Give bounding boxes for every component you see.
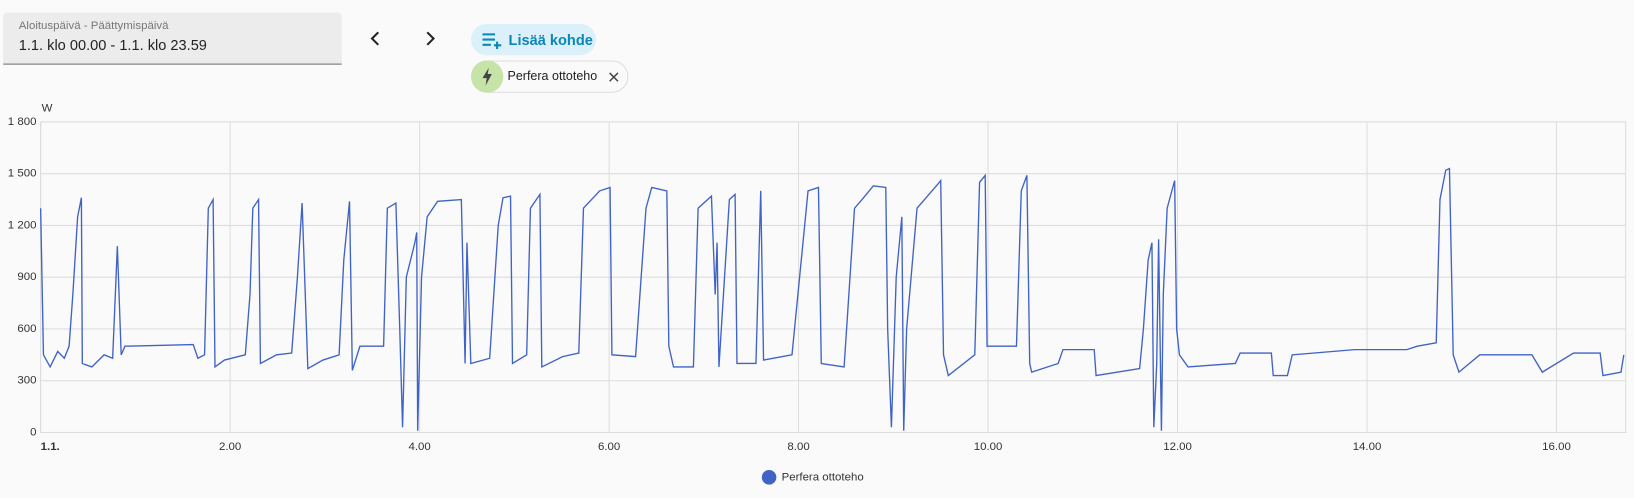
y-axis-label: W [42, 102, 53, 114]
x-tick-label: 4.00 [408, 441, 430, 453]
y-tick-label: 600 [17, 323, 36, 335]
date-value: 1.1. klo 00.00 - 1.1. klo 23.59 [18, 36, 207, 54]
y-tick-label: 900 [17, 271, 36, 283]
chip-icon [471, 60, 504, 93]
x-tick-label: 8.00 [787, 441, 809, 453]
series-line [39, 167, 1625, 431]
legend-marker [761, 469, 777, 485]
y-tick-label: 1 200 [8, 219, 37, 231]
y-tick-label: 0 [30, 427, 36, 439]
x-tick-label: 6.00 [598, 441, 620, 453]
add-icon [482, 33, 502, 49]
x-tick-label: 16.00 [1542, 441, 1571, 453]
x-tick-label: 12.00 [1163, 441, 1192, 453]
add-target-button[interactable]: Lisää kohde [471, 23, 597, 56]
entity-chip[interactable]: Perfera ottoteho [471, 60, 629, 93]
chip-label: Perfera ottoteho [507, 68, 598, 84]
x-tick-label: 10.00 [974, 441, 1003, 453]
next-button[interactable] [420, 28, 441, 49]
x-tick-label: 2.00 [219, 441, 241, 453]
prev-button[interactable] [365, 28, 386, 49]
x-tick-label: 1.1. [41, 441, 60, 453]
y-tick-label: 1 800 [8, 116, 37, 128]
add-button-label: Lisää kohde [508, 31, 593, 48]
chip-remove[interactable] [609, 72, 619, 82]
y-tick-label: 1 500 [8, 168, 37, 180]
legend-label: Perfera ottoteho [782, 471, 864, 483]
date-range-field[interactable]: Aloituspäivä - Päättymispäivä 1.1. klo 0… [3, 12, 342, 65]
y-tick-label: 300 [17, 375, 36, 387]
x-tick-label: 14.00 [1353, 441, 1382, 453]
date-label: Aloituspäivä - Päättymispäivä [18, 19, 169, 33]
